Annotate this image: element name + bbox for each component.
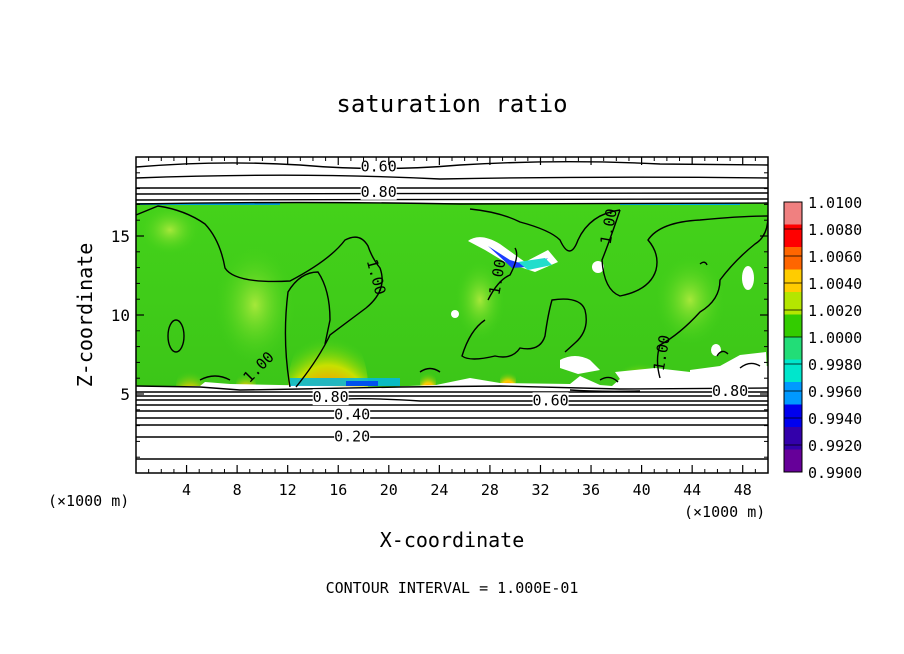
light-region <box>140 205 200 255</box>
x-tick-label: 16 <box>329 481 347 499</box>
x-unit-left: (×1000 m) <box>48 492 129 510</box>
contour-label-text: 0.40 <box>334 406 370 424</box>
colorbar-label: 1.0040 <box>808 275 862 293</box>
contour-label: 0.80 <box>712 382 748 400</box>
subsaturated-patch <box>711 344 721 356</box>
colorbar-label: 1.0080 <box>808 221 862 239</box>
contour-label: 0.60 <box>361 157 397 175</box>
colorbar-swatch <box>784 449 802 473</box>
subsaturated-patch <box>742 266 754 290</box>
contour-labels: 0.600.801.001.001.001.001.000.800.400.20… <box>239 157 748 445</box>
contour-label-text: 1.00 <box>597 207 621 246</box>
colorbar-swatch <box>784 224 802 248</box>
light-region <box>215 245 295 365</box>
x-tick-label: 48 <box>734 481 752 499</box>
x-tick-label: 24 <box>430 481 448 499</box>
subsaturated-patch <box>451 310 459 318</box>
cool-band <box>518 258 552 270</box>
cool-band <box>488 246 548 268</box>
subsaturated-patch <box>560 356 600 374</box>
x-tick-label: 8 <box>233 481 242 499</box>
colorbar-swatch <box>784 359 802 383</box>
contour-label-background <box>712 382 749 399</box>
chart-title: saturation ratio <box>336 90 567 118</box>
contour-interval-note: CONTOUR INTERVAL = 1.000E-01 <box>326 579 579 597</box>
x-axis-label: X-coordinate <box>380 528 525 552</box>
x-axis: 4 8 12 16 20 24 28 32 36 40 44 48 <box>148 157 756 499</box>
cool-band <box>290 378 400 386</box>
contour-label: 0.40 <box>334 406 370 424</box>
colorbar-label: 1.0060 <box>808 248 862 266</box>
subsaturated-patch <box>592 261 604 273</box>
x-unit-right: (×1000 m) <box>684 503 765 521</box>
colorbar-label: 1.0000 <box>808 329 862 347</box>
colorbar-swatch <box>784 427 802 450</box>
light-region <box>655 255 725 345</box>
contour-label-text: 1.00 <box>486 258 510 297</box>
colorbar-swatch <box>784 382 802 405</box>
colorbar-label: 0.9980 <box>808 356 862 374</box>
x-tick-label: 36 <box>582 481 600 499</box>
contour-label-text: 0.60 <box>533 391 569 409</box>
contour-label: 1.00 <box>597 207 621 246</box>
contour-label: 0.20 <box>334 428 370 446</box>
contour-label: 1.00 <box>486 258 510 297</box>
contour-label-background <box>532 392 569 409</box>
colorbar-swatch <box>784 337 802 360</box>
x-tick-label: 4 <box>182 481 191 499</box>
contour-label-background <box>360 158 397 175</box>
y-tick-label: 15 <box>111 227 130 246</box>
cool-band <box>346 381 378 386</box>
contour-label: 1.00 <box>650 334 674 373</box>
y-axis-label: Z-coordinate <box>73 243 97 388</box>
colorbar-swatch <box>784 269 802 293</box>
x-tick-label: 40 <box>633 481 651 499</box>
y-tick-label: 10 <box>111 306 130 325</box>
contour-label-text: 0.20 <box>334 428 370 446</box>
x-tick-label: 20 <box>380 481 398 499</box>
colorbar-label: 1.0100 <box>808 194 862 212</box>
contour-label-text: 1.00 <box>650 334 674 373</box>
colorbar-label: 0.9900 <box>808 464 862 482</box>
colorbar-swatch <box>784 314 802 338</box>
colorbar-label: 0.9920 <box>808 437 862 455</box>
colorbar-swatch <box>784 292 802 315</box>
contour-label-background <box>334 428 371 445</box>
contour-label: 0.80 <box>313 388 349 406</box>
light-region <box>455 260 505 340</box>
colorbar-label: 0.9940 <box>808 410 862 428</box>
y-axis: 5 10 15 <box>111 172 768 458</box>
colorbar-label: 1.0020 <box>808 302 862 320</box>
y-tick-label: 5 <box>120 385 130 404</box>
contour-label: 0.60 <box>533 391 569 409</box>
colorbar-swatch <box>784 202 802 225</box>
colorbar-swatch <box>784 404 802 428</box>
x-tick-label: 12 <box>279 481 297 499</box>
saturation-field: 0.600.801.001.001.001.001.000.800.400.20… <box>136 157 768 473</box>
contour-label: 0.80 <box>361 183 397 201</box>
colorbar: 1.0100 1.0080 1.0060 1.0040 1.0020 1.0000 0.99… <box>783 194 862 482</box>
contour-label-background <box>360 183 397 200</box>
contour-label-text: 0.80 <box>712 382 748 400</box>
contour-label-background <box>312 389 349 406</box>
subsaturated-patch <box>690 352 768 390</box>
x-tick-label: 28 <box>481 481 499 499</box>
contour-label-text: 0.60 <box>361 157 397 175</box>
x-tick-label: 32 <box>531 481 549 499</box>
contour-label-text: 0.80 <box>361 183 397 201</box>
x-tick-label: 44 <box>683 481 701 499</box>
colorbar-label: 0.9960 <box>808 383 862 401</box>
colorbar-swatch <box>784 247 802 270</box>
contour-label-text: 0.80 <box>313 388 349 406</box>
contour-label-background <box>334 406 371 423</box>
